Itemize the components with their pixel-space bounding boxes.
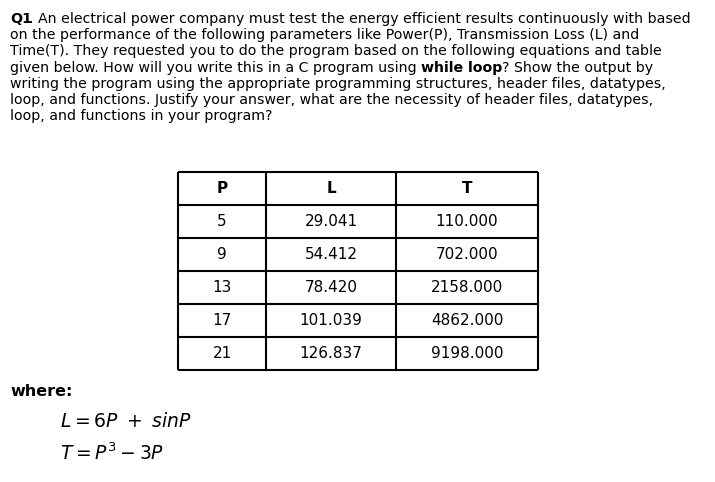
Text: 54.412: 54.412 [305,247,358,262]
Text: while loop: while loop [421,61,503,75]
Text: loop, and functions in your program?: loop, and functions in your program? [10,109,272,123]
Text: P: P [217,181,227,196]
Text: ? Show the output by: ? Show the output by [503,61,654,75]
Text: 13: 13 [212,280,232,295]
Text: 101.039: 101.039 [300,313,363,328]
Text: 17: 17 [212,313,232,328]
Text: 110.000: 110.000 [435,214,498,229]
Text: Q1: Q1 [10,12,32,26]
Text: on the performance of the following parameters like Power(P), Transmission Loss : on the performance of the following para… [10,28,639,42]
Text: 78.420: 78.420 [305,280,358,295]
Text: L: L [326,181,336,196]
Text: 9: 9 [217,247,227,262]
Text: 21: 21 [212,346,232,361]
Text: 29.041: 29.041 [305,214,358,229]
Text: $T = P^3 - 3P$: $T = P^3 - 3P$ [60,442,164,464]
Text: 5: 5 [217,214,227,229]
Text: 4862.000: 4862.000 [431,313,503,328]
Text: T: T [462,181,472,196]
Text: Time(T). They requested you to do the program based on the following equations a: Time(T). They requested you to do the pr… [10,44,662,58]
Text: given below. How will you write this in a C program using: given below. How will you write this in … [10,61,421,75]
Text: loop, and functions. Justify your answer, what are the necessity of header files: loop, and functions. Justify your answer… [10,93,653,107]
Text: 126.837: 126.837 [300,346,363,361]
Text: writing the program using the appropriate programming structures, header files, : writing the program using the appropriat… [10,77,666,91]
Text: . An electrical power company must test the energy efficient results continuousl: . An electrical power company must test … [29,12,691,26]
Text: $L = 6P\ +\ sinP$: $L = 6P\ +\ sinP$ [60,412,192,431]
Text: 2158.000: 2158.000 [431,280,503,295]
Text: where:: where: [10,384,72,399]
Text: 9198.000: 9198.000 [430,346,503,361]
Text: 702.000: 702.000 [435,247,498,262]
